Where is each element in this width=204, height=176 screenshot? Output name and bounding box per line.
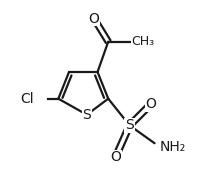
Text: O: O — [110, 150, 121, 165]
Text: O: O — [146, 97, 156, 111]
Text: S: S — [82, 108, 91, 122]
Text: Cl: Cl — [20, 92, 33, 106]
Text: S: S — [125, 118, 134, 132]
Text: O: O — [89, 11, 99, 26]
Text: NH₂: NH₂ — [160, 140, 186, 154]
Text: CH₃: CH₃ — [131, 35, 154, 48]
